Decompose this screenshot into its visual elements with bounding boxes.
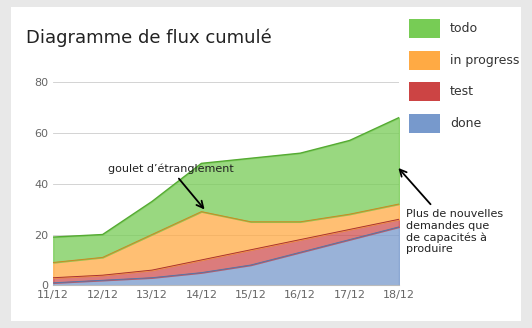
Text: Diagramme de flux cumulé: Diagramme de flux cumulé bbox=[26, 29, 272, 47]
Text: goulet d’étranglement: goulet d’étranglement bbox=[107, 163, 234, 208]
Text: todo: todo bbox=[450, 22, 478, 35]
FancyBboxPatch shape bbox=[409, 82, 439, 101]
FancyBboxPatch shape bbox=[409, 19, 439, 38]
FancyBboxPatch shape bbox=[409, 113, 439, 133]
Text: Plus de nouvelles
demandes que
de capacités à
produire: Plus de nouvelles demandes que de capaci… bbox=[400, 170, 503, 255]
Text: done: done bbox=[450, 116, 481, 130]
Text: test: test bbox=[450, 85, 474, 98]
Text: in progress: in progress bbox=[450, 53, 519, 67]
FancyBboxPatch shape bbox=[409, 51, 439, 70]
